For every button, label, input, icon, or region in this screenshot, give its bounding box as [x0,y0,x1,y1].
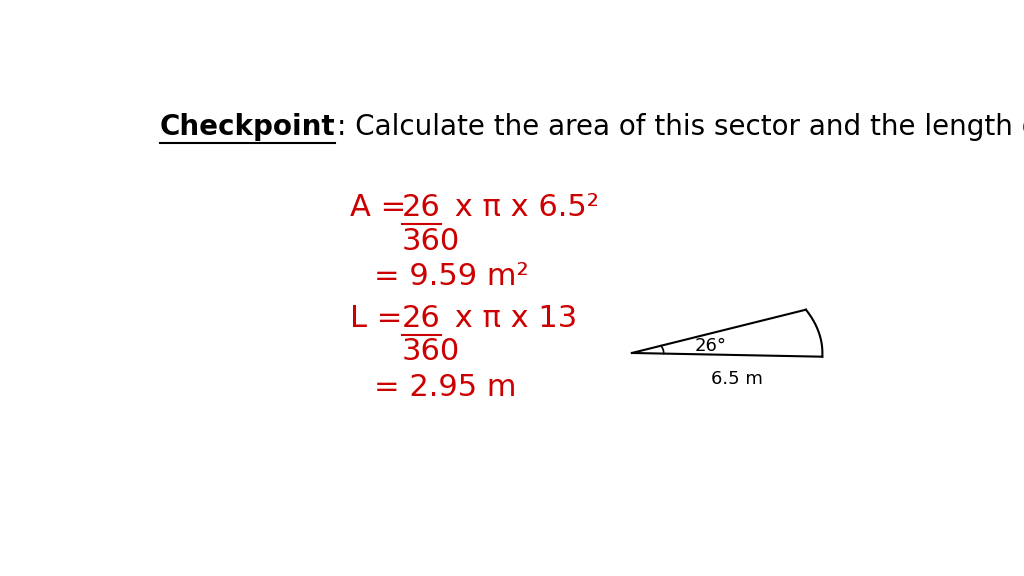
Text: 26: 26 [401,194,440,222]
Text: A =: A = [350,194,416,222]
Text: Checkpoint: Checkpoint [160,113,336,142]
Text: 26: 26 [401,304,440,333]
Text: 26°: 26° [694,337,726,355]
Text: : Calculate the area of this sector and the length of its arc.: : Calculate the area of this sector and … [337,113,1024,142]
Text: 360: 360 [401,226,460,256]
Text: x π x 6.5²: x π x 6.5² [444,194,598,222]
Text: 360: 360 [401,338,460,366]
Text: = 2.95 m: = 2.95 m [374,373,516,402]
Text: = 9.59 m²: = 9.59 m² [374,262,528,291]
Text: L =: L = [350,304,413,333]
Text: x π x 13: x π x 13 [444,304,577,333]
Text: 6.5 m: 6.5 m [711,370,763,388]
